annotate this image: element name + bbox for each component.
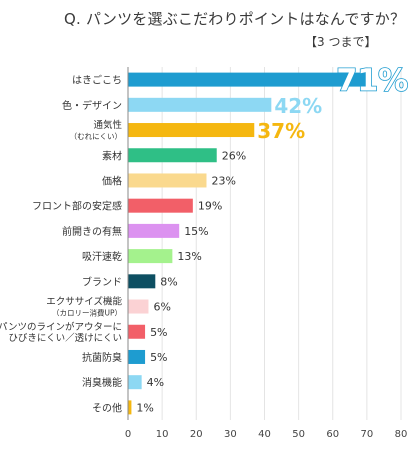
value-label: 26% bbox=[222, 149, 246, 162]
x-tick-label: 40 bbox=[258, 429, 271, 440]
value-label: 23% bbox=[211, 174, 235, 187]
category-label: 色・デザイン bbox=[62, 99, 122, 112]
x-tick-label: 0 bbox=[125, 429, 131, 440]
value-label: 5% bbox=[150, 351, 167, 364]
x-tick-label: 60 bbox=[326, 429, 339, 440]
value-label: 42% bbox=[274, 94, 322, 118]
bar bbox=[128, 349, 146, 364]
category-label: その他 bbox=[92, 401, 122, 414]
bar bbox=[128, 198, 193, 213]
category-sublabel: ひびきにくい／透けにくい bbox=[8, 333, 122, 344]
x-tick-label: 30 bbox=[224, 429, 237, 440]
category-label: ブランド bbox=[82, 275, 122, 288]
category-label: パンツのラインがアウターに bbox=[0, 321, 122, 333]
value-label: 8% bbox=[160, 275, 177, 288]
x-tick-label: 70 bbox=[361, 429, 374, 440]
bar bbox=[128, 173, 207, 188]
value-label: 13% bbox=[177, 250, 201, 263]
x-tick-label: 20 bbox=[190, 429, 203, 440]
value-label: 6% bbox=[153, 301, 170, 314]
bar bbox=[128, 97, 272, 112]
x-tick-label: 10 bbox=[156, 429, 169, 440]
value-label: 71% bbox=[336, 64, 408, 99]
category-label: はきごこち bbox=[72, 74, 122, 87]
category-label: フロント部の安定感 bbox=[32, 200, 122, 213]
bar bbox=[128, 148, 217, 163]
chart-title: Q. パンツを選ぶこだわりポイントはなんですか？ bbox=[64, 10, 406, 28]
category-label: 消臭機能 bbox=[82, 376, 122, 389]
category-label: エクササイズ機能 bbox=[46, 296, 122, 308]
bar bbox=[128, 223, 180, 238]
value-label: 4% bbox=[147, 376, 164, 389]
bar bbox=[128, 249, 173, 264]
category-label: 価格 bbox=[102, 174, 122, 187]
value-label: 19% bbox=[198, 200, 222, 213]
category-label: 抗菌防臭 bbox=[82, 351, 122, 364]
value-label: 15% bbox=[184, 225, 208, 238]
category-sublabel: （むれにくい） bbox=[70, 132, 122, 141]
bar bbox=[128, 324, 146, 339]
category-label: 素材 bbox=[102, 149, 122, 162]
bar bbox=[128, 299, 149, 314]
bar bbox=[128, 274, 156, 289]
chart-subtitle: 【3 つまで】 bbox=[305, 35, 377, 49]
category-label: 前開きの有無 bbox=[62, 225, 122, 238]
bar bbox=[128, 123, 255, 138]
value-label: 1% bbox=[136, 401, 153, 414]
value-label: 5% bbox=[150, 326, 167, 339]
category-label: 吸汗速乾 bbox=[82, 250, 122, 263]
category-label: 通気性 bbox=[93, 119, 122, 131]
x-tick-label: 80 bbox=[395, 429, 408, 440]
bar bbox=[128, 400, 132, 415]
bar bbox=[128, 375, 142, 390]
bar bbox=[128, 72, 371, 87]
category-sublabel: （カロリー消費UP） bbox=[52, 308, 122, 318]
value-label: 37% bbox=[257, 119, 305, 143]
x-tick-label: 50 bbox=[292, 429, 305, 440]
